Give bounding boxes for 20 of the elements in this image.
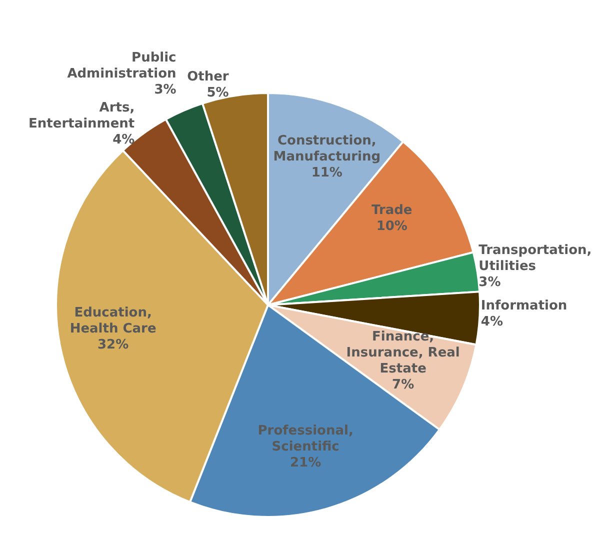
data-label: 4%: [112, 132, 135, 147]
data-label: 3%: [154, 82, 176, 97]
data-label: 3%: [478, 274, 501, 290]
slice-label: Construction, Manufacturing: [273, 132, 381, 164]
slice-label: Other: [187, 68, 230, 84]
slice-label: Information: [480, 298, 568, 314]
slice-label: Arts, Entertainment: [28, 100, 135, 131]
data-label: 11%: [311, 164, 342, 180]
data-label: 5%: [206, 84, 229, 100]
slice-label: Trade: [372, 202, 412, 218]
data-label: 10%: [376, 218, 408, 234]
data-label: 4%: [480, 314, 504, 330]
slice-label: Transportation, Utilities: [478, 242, 592, 274]
data-label: 32%: [98, 337, 129, 352]
slice-label: Professional, Scientific: [258, 423, 354, 454]
slice-label: Finance, Insurance, Real Estate: [346, 329, 460, 376]
data-label: 21%: [290, 455, 322, 470]
data-label: 7%: [392, 377, 414, 392]
slice-label: Education, Health Care: [70, 305, 156, 336]
slice-label: Public Administration: [67, 50, 176, 81]
